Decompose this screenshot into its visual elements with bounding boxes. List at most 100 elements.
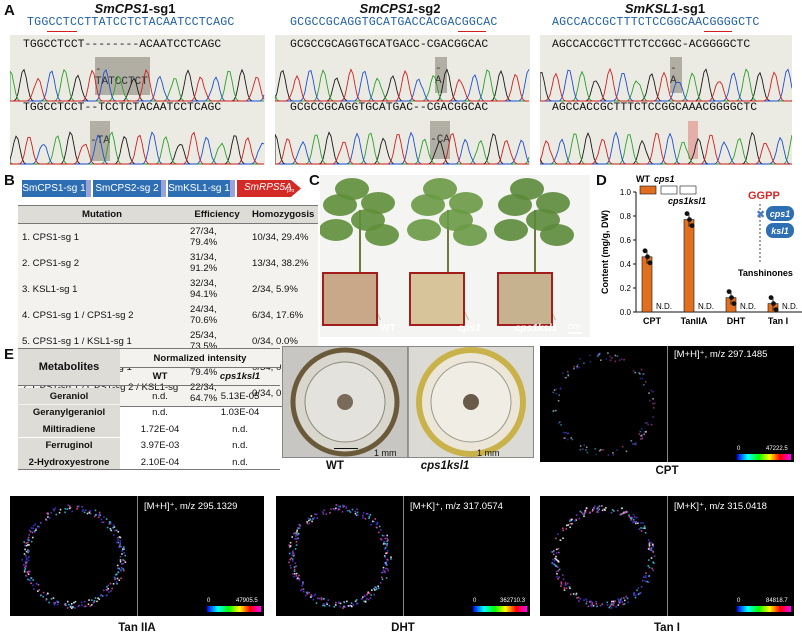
mutation-cell-hom: 2/34, 5.9%: [248, 276, 319, 302]
metabolite-mut: n.d.: [232, 440, 248, 451]
metabolite-wt: n.d.: [152, 390, 168, 402]
enzyme-ksl1: ksl1: [771, 226, 789, 236]
metabolite-name: Ferruginol: [45, 440, 93, 451]
max-cpt: 47222.5: [766, 446, 788, 452]
caption-dht: DHT: [391, 622, 415, 634]
mutation-cell-mut: 2. CPS1-sg 2: [18, 250, 186, 276]
nd-label: N.D.: [656, 302, 672, 311]
mutation-row: 1. CPS1-sg 1 27/34, 79.4% 10/34, 29.4%: [18, 223, 319, 250]
pathway-tanshinones: Tanshinones: [738, 268, 793, 278]
chromatogram-1: TGGCCTCCT--------ACAATCCTCAGC -TATCCTCT …: [10, 35, 265, 165]
msi-taniia-image: [21, 504, 127, 609]
chromatogram-2: GCGCCGCAGGTGCATGACC-CGACGGCAC -A GCGCCGC…: [275, 35, 530, 165]
mutation-cell-eff: 22/34, 64.7%: [186, 380, 248, 407]
legend-wt: WT: [636, 174, 650, 184]
deletion-box-2b: -CA: [430, 121, 450, 159]
root-inset-cps1ksl1: [497, 272, 553, 326]
y-tick-label: 1.0: [620, 188, 632, 197]
construct-sg2: SmCPS2-sg 2: [93, 180, 161, 197]
max-dht: 362710.3: [500, 598, 526, 604]
construct-sg1: SmCPS1-sg 1: [22, 180, 86, 197]
deletion-box-3a: -A: [670, 57, 682, 93]
data-point: [773, 307, 779, 312]
mutation-cell-hom: 10/34, 29.4%: [248, 223, 319, 250]
metabolite-wt: 1.72E-04: [140, 423, 180, 435]
th-metabolites: Metabolites: [18, 349, 120, 385]
scale-cm: cm: [568, 321, 580, 331]
trace-2: [275, 68, 530, 165]
mutation-cell-hom: 13/34, 38.2%: [248, 250, 319, 276]
bar-chart-d: 0.0 0.2 0.4 0.6 0.8 1.0 Content (mg/g, DW) N.D.…: [600, 174, 802, 326]
chrom-seq-3b: AGCCACCGCTTTCTCCGGCAAACGGGGCTC: [552, 102, 758, 114]
msi-dht-image: [288, 504, 392, 609]
metabolite-table: Metabolites Normalized intensity WT cps1…: [18, 348, 280, 470]
metabolite-mut: n.d.: [232, 456, 248, 468]
data-point: [684, 211, 690, 216]
data-point: [645, 254, 650, 260]
section-photos: [282, 346, 534, 458]
label-cps1ksl1: cps1ksl1: [515, 323, 558, 334]
metabolite-wt: 2.10E-04: [140, 456, 180, 468]
label-cps1: cps1: [458, 323, 481, 334]
panel-label-c: C: [309, 172, 320, 189]
root-inset-wt: [322, 272, 378, 326]
th-wt: WT: [152, 370, 168, 382]
max-taniia: 47905.5: [236, 598, 258, 604]
deletion-box-2a: -A: [435, 57, 447, 93]
mutation-cell-eff: 27/34, 79.4%: [186, 223, 248, 250]
trace-3: [540, 67, 792, 165]
nd-label: N.D.: [698, 302, 714, 311]
scale-bar-f1: [334, 448, 358, 449]
data-point: [647, 260, 653, 266]
ion-label-taniia: [M+H]⁺, m/z 295.1329: [144, 501, 238, 512]
th-homozygosis: Homozygosis: [248, 205, 319, 224]
data-point: [726, 289, 732, 294]
enzyme-cps1: cps1: [770, 209, 791, 219]
ref-seq-3: AGCCACCGCTTTCTCCGGCAACGGGGCTC: [552, 16, 760, 29]
mutation-cell-eff: 24/34, 70.6%: [186, 302, 248, 328]
data-point: [642, 248, 648, 254]
plant-photos: WT cps1 cps1ksl1 cm: [320, 175, 590, 337]
msi-taniia: [M+H]⁺, m/z 295.1329 0 47905.5: [10, 496, 264, 616]
mutation-cell-eff: 31/34, 91.2%: [186, 250, 248, 276]
metabolite-name: Geraniol: [49, 390, 89, 402]
y-axis-label: Content (mg/g, DW): [600, 210, 610, 294]
msi-cpt: [M+H]⁺, m/z 297.1485 0 47222.5: [540, 346, 794, 462]
sg-title-1: SmCPS1-sg1: [94, 1, 176, 16]
x-tick-label: Tan I: [768, 316, 788, 326]
bar-wt: [683, 219, 695, 313]
sg-title-2: SmCPS1-sg2: [359, 1, 441, 16]
ion-label-cpt: [M+H]⁺, m/z 297.1485: [674, 349, 768, 360]
chrom-seq-1b: TGGCCTCCT--TCCTCTACAATCCTCAGC: [23, 102, 222, 114]
metabolite-name: Geranylgeraniol: [32, 407, 106, 418]
ref-seq-1: TGGCCTCCTTATCCTCTACAATCCTCAGC: [27, 16, 235, 29]
mutation-cell-mut: 4. CPS1-sg 1 / CPS1-sg 2: [18, 302, 186, 328]
th-mutation: Mutation: [18, 205, 186, 224]
data-point: [768, 295, 774, 300]
metabolite-wt: n.d.: [152, 407, 168, 418]
mutation-cell-hom: 6/34, 17.6%: [248, 302, 319, 328]
caption-tani: Tan I: [654, 622, 680, 634]
th-cps1ksl1: cps1ksl1: [219, 370, 261, 382]
data-point: [729, 295, 734, 300]
nd-label: N.D.: [740, 302, 756, 311]
panel-label-b: B: [4, 172, 15, 189]
ion-label-dht: [M+K]⁺, m/z 317.0574: [410, 501, 503, 512]
x-tick-label: TanIIA: [681, 316, 708, 326]
mutation-row: 2. CPS1-sg 2 31/34, 91.2% 13/34, 38.2%: [18, 250, 319, 276]
y-tick-label: 0.8: [620, 212, 632, 221]
y-tick-label: 0.2: [620, 284, 632, 293]
mutation-cell-eff: 32/34, 94.1%: [186, 276, 248, 302]
pathway-ggpp: GGPP: [748, 190, 780, 202]
caption-cpt: CPT: [655, 465, 679, 477]
metabolite-name: Miltiradiene: [42, 423, 96, 435]
chrom-seq-1a: TGGCCTCCT--------ACAATCCTCAGC: [23, 39, 222, 51]
construct-sg3: SmKSL1-sg 1: [168, 180, 230, 197]
data-point: [731, 301, 737, 306]
sg-title-3: SmKSL1-sg1: [624, 1, 706, 16]
y-tick-label: 0.0: [620, 308, 632, 317]
legend-cps1ksl1: cps1ksl1: [668, 196, 706, 206]
nd-label: N.D.: [782, 302, 798, 311]
chrom-seq-2b: GCGCCGCAGGTGCATGAC--CGACGGCAC: [290, 102, 489, 114]
y-tick-label: 0.4: [620, 260, 632, 269]
